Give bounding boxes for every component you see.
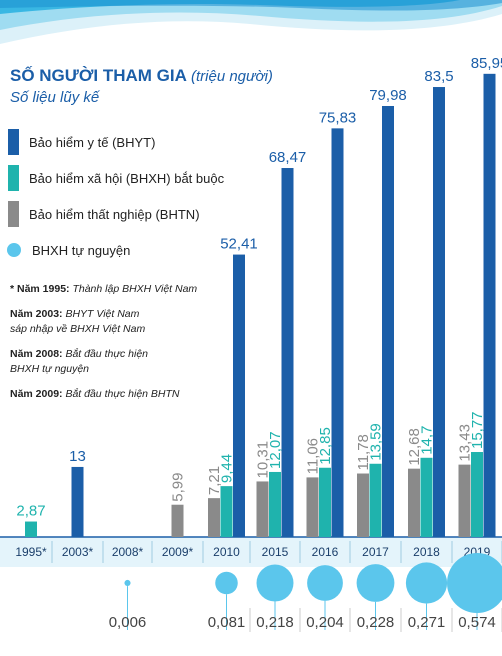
data-label: 83,5 <box>424 68 453 85</box>
legend-item-bhyt: Bảo hiểm y tế (BHYT) <box>8 124 224 160</box>
data-label: 79,98 <box>369 87 407 104</box>
data-label: 2,87 <box>16 503 45 520</box>
chart-title-main: SỐ NGƯỜI THAM GIA <box>10 66 187 85</box>
data-label: 14,7 <box>419 426 436 455</box>
bar-b-o-hi-m-y-t-bhyt <box>483 73 496 537</box>
bubble-bhxh-tu-nguyen <box>405 562 448 604</box>
bubble-label: 0,574 <box>458 614 496 631</box>
bar-b-o-hi-m-x-h-i-bhxh-b-t-bu-c <box>220 486 233 537</box>
note-text: Thành lập BHXH Việt Nam <box>72 283 198 295</box>
note-year: Năm 2003: <box>10 308 63 320</box>
chart-title-unit: (triệu người) <box>191 68 273 85</box>
year-strip <box>0 537 502 567</box>
header-waves <box>0 0 502 44</box>
x-tick-label: 2008* <box>112 545 144 559</box>
data-label: 13,43 <box>457 424 474 462</box>
data-label: 68,47 <box>269 149 307 166</box>
data-label: 5,99 <box>170 473 187 502</box>
x-tick-label: 2016 <box>312 545 339 559</box>
note-2003: Năm 2003: BHYT Việt Nam sáp nhập về BHXH… <box>10 307 150 337</box>
note-year: Năm 2009: <box>10 388 63 400</box>
data-label: 52,41 <box>220 236 258 253</box>
note-1995: * Năm 1995: Thành lập BHXH Việt Nam <box>10 282 220 297</box>
bar-b-o-hi-m-th-t-nghi-p-bhtn <box>208 498 220 537</box>
legend-swatch-bhyt <box>8 129 19 155</box>
note-text: BHYT Việt Nam sáp nhập về BHXH Việt Nam <box>10 308 146 335</box>
legend-label-bhxh-tu-nguyen: BHXH tự nguyện <box>32 242 131 258</box>
note-text: Bắt đầu thực hiện BHTN <box>65 388 180 400</box>
legend-label-bhtn: Bảo hiểm thất nghiệp (BHTN) <box>29 206 200 222</box>
bar-b-o-hi-m-y-t-bhyt <box>233 254 245 537</box>
bar-b-o-hi-m-th-t-nghi-p-bhtn <box>171 504 184 537</box>
bar-b-o-hi-m-th-t-nghi-p-bhtn <box>256 481 269 537</box>
data-label: 13,59 <box>368 423 385 461</box>
notes: * Năm 1995: Thành lập BHXH Việt Nam Năm … <box>10 282 220 412</box>
legend: Bảo hiểm y tế (BHYT) Bảo hiểm xã hội (BH… <box>7 124 224 268</box>
data-label: 9,44 <box>219 454 236 483</box>
data-label: 13 <box>69 448 86 465</box>
bar-b-o-hi-m-x-h-i-bhxh-b-t-bu-c <box>269 471 281 537</box>
bar-b-o-hi-m-y-t-bhyt <box>281 168 294 538</box>
bubble-label: 0,228 <box>357 614 395 631</box>
data-label: 15,77 <box>469 411 486 449</box>
bar-b-o-hi-m-th-t-nghi-p-bhtn <box>458 464 471 537</box>
legend-item-bhxh-bat-buoc: Bảo hiểm xã hội (BHXH) bắt buộc <box>8 160 224 196</box>
data-label: 7,21 <box>206 466 223 495</box>
x-tick-label: 2017 <box>362 545 389 559</box>
legend-swatch-bhtn <box>8 201 19 227</box>
bubble-label: 0,006 <box>109 614 147 631</box>
data-label: 85,95 <box>471 55 502 72</box>
bubble-label: 0,081 <box>208 614 246 631</box>
data-label: 11,06 <box>305 438 322 474</box>
bubble-bhxh-tu-nguyen <box>307 565 343 601</box>
bar-b-o-hi-m-x-h-i-bhxh-b-t-bu-c <box>25 521 37 537</box>
legend-label-bhxh-bat-buoc: Bảo hiểm xã hội (BHXH) bắt buộc <box>29 170 225 186</box>
legend-label-bhyt: Bảo hiểm y tế (BHYT) <box>29 134 156 150</box>
note-year: Năm 2008: <box>10 348 63 360</box>
data-label: 12,85 <box>317 427 334 465</box>
bar-b-o-hi-m-th-t-nghi-p-bhtn <box>357 473 369 537</box>
legend-swatch-bhxh-bat-buoc <box>8 165 19 191</box>
bubble-bhxh-tu-nguyen <box>256 564 294 602</box>
bar-b-o-hi-m-th-t-nghi-p-bhtn <box>306 477 319 537</box>
bar-b-o-hi-m-y-t-bhyt <box>433 87 445 538</box>
legend-swatch-bhxh-tu-nguyen <box>7 243 21 257</box>
chart-title: SỐ NGƯỜI THAM GIA (triệu người) <box>10 66 273 86</box>
legend-item-bhtn: Bảo hiểm thất nghiệp (BHTN) <box>8 196 224 232</box>
bar-b-o-hi-m-x-h-i-bhxh-b-t-bu-c <box>369 463 382 537</box>
bubble-label: 0,218 <box>256 614 294 631</box>
note-year: * Năm 1995: <box>10 283 70 295</box>
bar-b-o-hi-m-y-t-bhyt <box>382 105 394 537</box>
x-tick-label: 2018 <box>413 545 440 559</box>
data-label: 11,78 <box>355 434 372 470</box>
x-tick-label: 2009* <box>162 545 194 559</box>
data-label: 10,31 <box>255 441 272 479</box>
bubble-bhxh-tu-nguyen <box>356 564 395 602</box>
x-tick-label: 1995* <box>15 545 47 559</box>
bar-b-o-hi-m-x-h-i-bhxh-b-t-bu-c <box>471 452 483 537</box>
data-label: 75,83 <box>319 109 357 126</box>
bubble-bhxh-tu-nguyen <box>215 571 238 595</box>
x-tick-label: 2015 <box>262 545 289 559</box>
bubble-label: 0,271 <box>408 614 446 631</box>
bubble-label: 0,204 <box>306 614 344 631</box>
data-label: 12,07 <box>267 431 284 469</box>
note-2009: Năm 2009: Bắt đầu thực hiện BHTN <box>10 387 220 402</box>
bar-b-o-hi-m-x-h-i-bhxh-b-t-bu-c <box>420 457 433 537</box>
note-text: Bắt đầu thực hiện BHXH tự nguyện <box>10 348 148 375</box>
bubble-bhxh-tu-nguyen <box>124 579 131 587</box>
legend-item-bhxh-tu-nguyen: BHXH tự nguyện <box>7 232 224 268</box>
data-label: 12,68 <box>406 428 423 466</box>
note-2008: Năm 2008: Bắt đầu thực hiện BHXH tự nguy… <box>10 347 180 377</box>
chart-subtitle: Số liệu lũy kế <box>10 89 100 106</box>
x-tick-label: 2010 <box>213 545 240 559</box>
bar-b-o-hi-m-x-h-i-bhxh-b-t-bu-c <box>319 467 331 537</box>
bar-b-o-hi-m-y-t-bhyt <box>71 466 84 537</box>
bar-b-o-hi-m-y-t-bhyt <box>331 128 344 538</box>
x-tick-label: 2003* <box>62 545 94 559</box>
bar-b-o-hi-m-th-t-nghi-p-bhtn <box>408 468 420 537</box>
bubble-bhxh-tu-nguyen <box>447 553 502 613</box>
